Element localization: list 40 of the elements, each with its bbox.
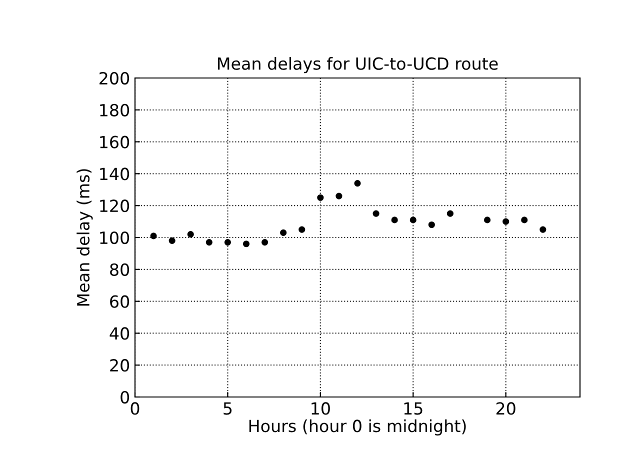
y-tick-label: 0 [120,390,130,404]
point [206,238,212,246]
point [540,226,546,233]
point [150,232,157,240]
point [298,226,306,233]
point [317,194,324,201]
x-tick-label: 10 [312,402,330,415]
y-tick-label: 180 [100,104,130,116]
x-tick-label: 5 [224,402,232,415]
x-tick-label: 15 [404,402,422,415]
point [280,229,287,236]
y-tick-label: 40 [110,327,130,340]
y-tick-label: 20 [110,359,130,372]
point [391,216,398,224]
y-axis-title: Mean delay (ms) [76,169,93,306]
point [354,180,361,187]
y-tick-label: 200 [100,72,130,85]
point [484,216,491,224]
y-tick-label: 120 [100,200,130,212]
y-tick-label: 140 [100,168,130,180]
point [168,237,176,244]
x-tick-label: 20 [496,402,516,415]
point [502,218,510,225]
point [336,192,342,200]
point [372,210,380,217]
y-tick-label: 100 [100,231,130,244]
chart-title: Mean delays for UIC-to-UCD route [218,57,498,74]
point [187,231,194,238]
point [224,238,231,246]
point [242,240,250,248]
point [428,221,435,228]
point [262,238,268,246]
y-tick-label: 160 [100,136,130,148]
point [410,216,416,224]
y-tick-label: 80 [110,263,130,276]
point [446,210,454,217]
point [521,216,528,224]
y-tick-label: 60 [110,295,130,308]
x-tick-label: 0 [130,402,140,415]
x-axis-title: Hours (hour 0 is midnight) [249,419,466,436]
